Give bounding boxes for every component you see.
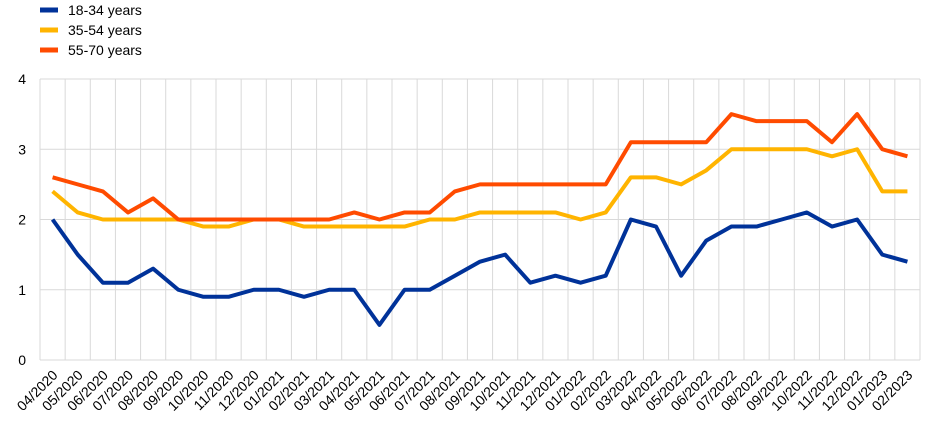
legend-label: 35-54 years <box>68 22 142 38</box>
legend-label: 55-70 years <box>68 42 142 58</box>
y-tick-label: 4 <box>18 71 26 87</box>
y-tick-label: 1 <box>18 282 26 298</box>
line-series <box>51 147 908 229</box>
line-series <box>52 112 908 222</box>
y-tick-label: 3 <box>18 141 26 157</box>
line-series <box>50 210 908 327</box>
legend-label: 18-34 years <box>68 2 142 18</box>
y-tick-label: 2 <box>18 212 26 228</box>
y-tick-label: 0 <box>18 352 26 368</box>
